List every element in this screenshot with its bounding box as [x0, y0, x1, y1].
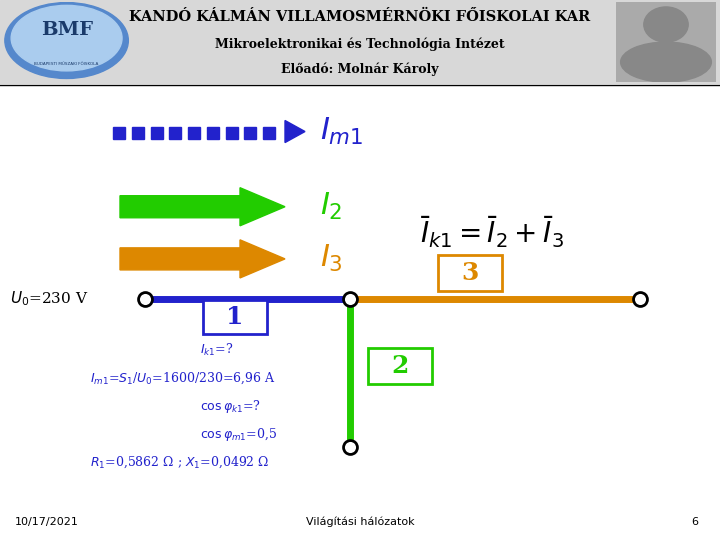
Text: $I_3$: $I_3$ — [320, 244, 343, 274]
Text: KANDÓ KÁLMÁN VILLAMOSMÉRNÖKI FŐISKOLAI KAR: KANDÓ KÁLMÁN VILLAMOSMÉRNÖKI FŐISKOLAI K… — [130, 10, 590, 24]
Text: 6: 6 — [691, 517, 698, 526]
FancyArrow shape — [120, 240, 285, 278]
Text: Mikroelektronikai és Technológia Intézet: Mikroelektronikai és Technológia Intézet — [215, 38, 505, 51]
Text: 1: 1 — [226, 305, 243, 329]
Bar — [263, 126, 275, 139]
Bar — [225, 126, 238, 139]
Circle shape — [644, 7, 688, 42]
Text: $I_{m1}$: $I_{m1}$ — [320, 116, 364, 147]
Text: 2: 2 — [391, 354, 409, 378]
Text: $\cos\varphi_{k1}$=?: $\cos\varphi_{k1}$=? — [200, 399, 261, 415]
Text: 3: 3 — [462, 261, 479, 285]
Bar — [244, 126, 256, 139]
Bar — [132, 126, 144, 139]
Bar — [150, 126, 163, 139]
Bar — [113, 126, 125, 139]
Text: $R_1$=0,5862 Ω ; $X_1$=0,0492 Ω: $R_1$=0,5862 Ω ; $X_1$=0,0492 Ω — [90, 455, 269, 470]
FancyBboxPatch shape — [438, 255, 502, 291]
Ellipse shape — [621, 42, 711, 82]
Text: 10/17/2021: 10/17/2021 — [14, 517, 78, 526]
Bar — [188, 126, 200, 139]
Text: $\bar{I}_{k1} = \bar{I}_2 + \bar{I}_3$: $\bar{I}_{k1} = \bar{I}_2 + \bar{I}_3$ — [420, 214, 564, 249]
Bar — [207, 126, 219, 139]
Text: $I_{m1}$=$S_1$/$U_0$=1600/230=6,96 A: $I_{m1}$=$S_1$/$U_0$=1600/230=6,96 A — [90, 370, 276, 386]
Text: BUDAPESTI MŰSZAKI FŐISKOLA: BUDAPESTI MŰSZAKI FŐISKOLA — [35, 63, 99, 66]
Text: Előadó: Molnár Károly: Előadó: Molnár Károly — [282, 63, 438, 76]
Text: $I_2$: $I_2$ — [320, 191, 343, 222]
FancyArrow shape — [120, 188, 285, 226]
Ellipse shape — [5, 3, 128, 78]
FancyBboxPatch shape — [203, 300, 267, 334]
Ellipse shape — [11, 5, 122, 71]
FancyBboxPatch shape — [368, 348, 432, 384]
Text: $\cos\varphi_{m1}$=0,5: $\cos\varphi_{m1}$=0,5 — [200, 427, 277, 443]
Text: $U_0$=230 V: $U_0$=230 V — [10, 289, 89, 308]
Text: BMF: BMF — [40, 21, 93, 39]
Text: $I_{k1}$=?: $I_{k1}$=? — [200, 342, 233, 358]
Bar — [169, 126, 181, 139]
Text: Világítási hálózatok: Világítási hálózatok — [306, 516, 414, 527]
Polygon shape — [285, 120, 305, 143]
